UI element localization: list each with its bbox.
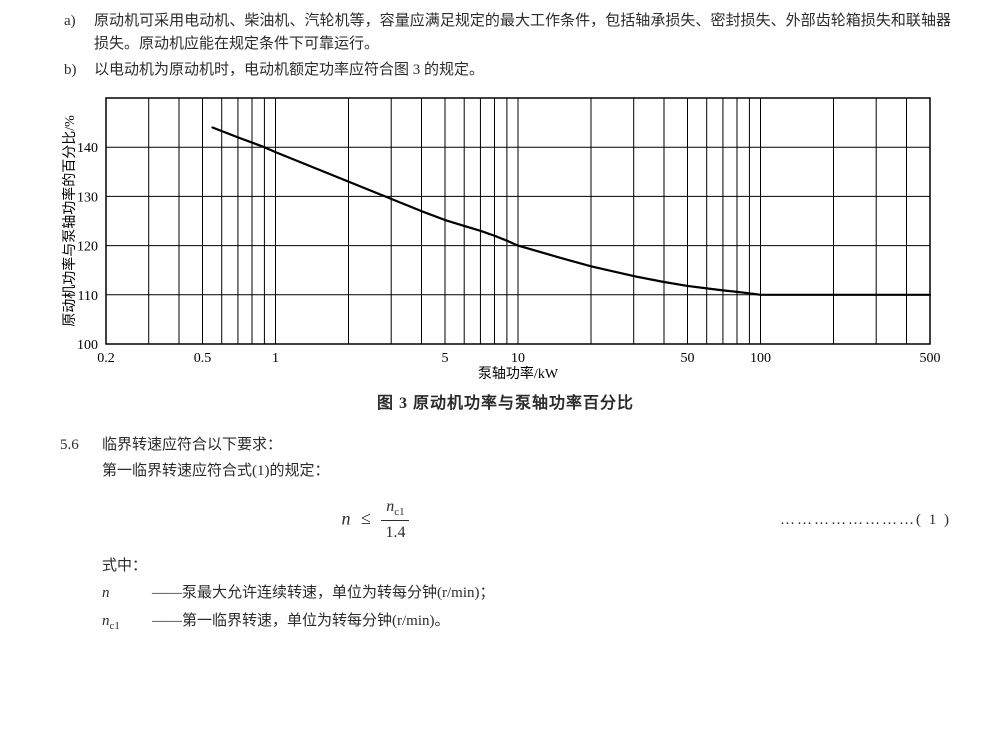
section-title: 临界转速应符合以下要求： (102, 434, 282, 457)
svg-text:100: 100 (77, 338, 98, 353)
figure-caption: 图 3 原动机功率与泵轴功率百分比 (60, 392, 951, 416)
svg-text:50: 50 (681, 351, 695, 366)
subline-first-critical: 第一临界转速应符合式(1)的规定： (60, 460, 951, 483)
svg-text:0.2: 0.2 (97, 351, 115, 366)
svg-text:原动机功率与泵轴功率的百分比/%: 原动机功率与泵轴功率的百分比/% (61, 114, 78, 326)
eq-denominator: 1.4 (381, 521, 409, 545)
eq-fraction: nc1 1.4 (381, 495, 409, 546)
svg-text:130: 130 (77, 190, 98, 205)
equation-body: n ≤ nc1 1.4 (60, 495, 691, 546)
symbol-nc1-desc: ——第一临界转速，单位为转每分钟(r/min)。 (152, 610, 450, 635)
symbol-row-n: n ——泵最大允许连续转速，单位为转每分钟(r/min)； (60, 582, 951, 607)
section-number: 5.6 (60, 434, 102, 457)
symbol-n: n (102, 582, 152, 607)
svg-text:120: 120 (77, 239, 98, 254)
svg-text:5: 5 (442, 351, 449, 366)
list-body-a: 原动机可采用电动机、柴油机、汽轮机等，容量应满足规定的最大工作条件，包括轴承损失… (94, 10, 951, 55)
symbol-n-desc: ——泵最大允许连续转速，单位为转每分钟(r/min)； (152, 582, 495, 607)
eq-relation: ≤ (355, 508, 377, 528)
section-5-6: 5.6 临界转速应符合以下要求： (60, 434, 951, 457)
list-marker-a: a) (60, 10, 94, 55)
symbol-row-nc1: nc1 ——第一临界转速，单位为转每分钟(r/min)。 (60, 610, 951, 635)
list-item-a: a) 原动机可采用电动机、柴油机、汽轮机等，容量应满足规定的最大工作条件，包括轴… (60, 10, 951, 55)
chart-svg: 100 110 120 130 140 0.2 0.5 1 5 10 50 100 500 泵轴功率/kW… (60, 90, 940, 380)
svg-text:140: 140 (77, 141, 98, 156)
chart-figure-3: 100 110 120 130 140 0.2 0.5 1 5 10 50 100 500 泵轴功率/kW… (60, 90, 951, 380)
svg-text:泵轴功率/kW: 泵轴功率/kW (478, 365, 559, 380)
eq-numerator: nc1 (381, 495, 409, 522)
where-label: 式中： (60, 555, 951, 578)
svg-text:100: 100 (750, 351, 771, 366)
list-body-b: 以电动机为原动机时，电动机额定功率应符合图 3 的规定。 (94, 59, 951, 82)
equation-number: ……………………( 1 ) (691, 509, 951, 532)
svg-text:500: 500 (920, 351, 941, 366)
eq-lhs: n (342, 508, 351, 528)
symbol-nc1: nc1 (102, 610, 152, 635)
equation-1: n ≤ nc1 1.4 ……………………( 1 ) (60, 495, 951, 546)
svg-text:110: 110 (78, 288, 98, 303)
svg-text:10: 10 (511, 351, 525, 366)
svg-text:0.5: 0.5 (194, 351, 212, 366)
svg-text:1: 1 (272, 351, 279, 366)
list-item-b: b) 以电动机为原动机时，电动机额定功率应符合图 3 的规定。 (60, 59, 951, 82)
list-marker-b: b) (60, 59, 94, 82)
